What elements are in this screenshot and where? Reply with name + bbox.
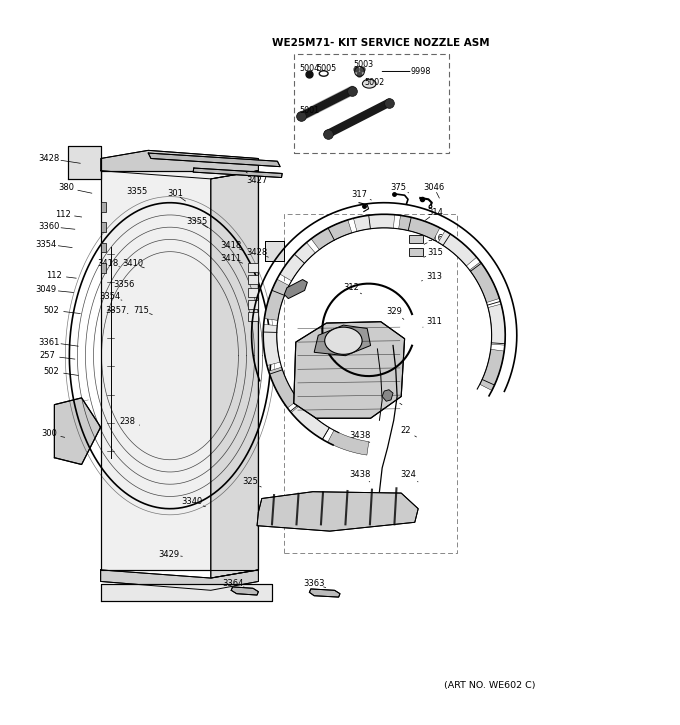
Text: 715: 715 [133, 306, 149, 315]
Polygon shape [231, 587, 258, 595]
Text: 3049: 3049 [35, 285, 57, 294]
Bar [248, 276, 258, 284]
Text: 326: 326 [384, 394, 400, 402]
Text: 238: 238 [120, 417, 136, 426]
Text: 3363: 3363 [303, 579, 325, 588]
Text: 5005: 5005 [316, 64, 337, 72]
Text: 3418: 3418 [220, 241, 242, 250]
Polygon shape [309, 589, 340, 597]
Polygon shape [101, 150, 258, 179]
Bar [248, 288, 258, 297]
Text: 3354: 3354 [35, 240, 57, 249]
Polygon shape [54, 398, 101, 465]
Polygon shape [294, 322, 405, 418]
Text: 3418: 3418 [97, 260, 118, 268]
Polygon shape [101, 584, 272, 600]
Text: 375: 375 [390, 183, 406, 191]
Polygon shape [280, 242, 316, 281]
Bar [409, 235, 423, 243]
Text: 312: 312 [343, 283, 359, 292]
Text: 112: 112 [46, 271, 63, 280]
Text: 5002: 5002 [364, 78, 384, 87]
Text: 315: 315 [427, 248, 443, 257]
Polygon shape [211, 171, 258, 578]
Polygon shape [354, 215, 394, 231]
Polygon shape [68, 146, 101, 179]
Polygon shape [148, 153, 280, 167]
Text: 257: 257 [39, 351, 56, 360]
Polygon shape [398, 215, 440, 240]
Text: 3438: 3438 [349, 431, 371, 440]
Text: 3438: 3438 [349, 471, 371, 479]
Polygon shape [480, 349, 504, 391]
Text: 3364: 3364 [222, 579, 243, 588]
Text: 317: 317 [351, 190, 367, 199]
Text: 310: 310 [318, 349, 334, 358]
Bar [294, 54, 449, 153]
Text: 22: 22 [401, 426, 411, 435]
Text: 311: 311 [426, 318, 442, 326]
Text: 3046: 3046 [423, 183, 445, 191]
Text: 325: 325 [242, 477, 258, 486]
Text: 3428: 3428 [246, 248, 268, 257]
Polygon shape [101, 171, 258, 570]
Polygon shape [311, 220, 352, 249]
Text: 314: 314 [427, 208, 443, 218]
Polygon shape [193, 168, 282, 178]
Polygon shape [382, 390, 393, 401]
Text: (ART NO. WE602 C): (ART NO. WE602 C) [444, 681, 535, 690]
Polygon shape [101, 570, 258, 590]
Text: 3340: 3340 [181, 497, 203, 506]
Polygon shape [263, 324, 280, 365]
Polygon shape [438, 231, 477, 266]
Text: 502: 502 [44, 306, 60, 315]
Text: 3356: 3356 [113, 281, 135, 289]
Text: 329: 329 [386, 307, 403, 316]
Text: 324: 324 [400, 471, 416, 479]
Polygon shape [265, 241, 284, 260]
Text: 5004: 5004 [299, 64, 320, 72]
Polygon shape [265, 279, 289, 320]
Text: 3410: 3410 [122, 260, 143, 268]
Bar [101, 243, 106, 252]
Bar [248, 263, 258, 272]
Text: 9998: 9998 [410, 67, 430, 76]
Text: WE25M71- KIT SERVICE NOZZLE ASM: WE25M71- KIT SERVICE NOZZLE ASM [272, 38, 490, 48]
Text: 316: 316 [427, 234, 443, 244]
Polygon shape [284, 280, 307, 299]
Text: 380: 380 [58, 183, 74, 192]
Bar [101, 263, 106, 273]
Ellipse shape [362, 79, 376, 88]
Bar [248, 312, 258, 321]
Polygon shape [328, 430, 369, 455]
Polygon shape [257, 492, 418, 531]
Text: 3355: 3355 [186, 217, 208, 225]
Bar [248, 300, 258, 309]
Text: 313: 313 [426, 272, 442, 281]
Polygon shape [488, 304, 505, 345]
Text: 3361: 3361 [38, 338, 60, 347]
Text: 3428: 3428 [38, 154, 60, 163]
Ellipse shape [325, 327, 362, 355]
Text: 3411: 3411 [220, 254, 242, 263]
Polygon shape [269, 367, 299, 408]
Text: 3429: 3429 [158, 550, 180, 559]
Bar [101, 202, 106, 212]
Text: 5003: 5003 [354, 60, 374, 69]
Bar [101, 223, 106, 232]
Text: 3355: 3355 [126, 186, 148, 196]
Polygon shape [314, 325, 371, 356]
Text: 3354: 3354 [99, 292, 121, 301]
Polygon shape [291, 404, 329, 439]
Polygon shape [470, 262, 500, 302]
Text: 300: 300 [41, 429, 57, 439]
Text: 3360: 3360 [38, 222, 60, 231]
Text: 5001: 5001 [299, 107, 320, 115]
Text: 301: 301 [167, 189, 184, 199]
Text: 3427: 3427 [246, 175, 268, 185]
Text: 112: 112 [54, 210, 71, 219]
Text: 502: 502 [44, 367, 60, 376]
Bar [409, 248, 423, 257]
Text: 3357: 3357 [105, 306, 126, 315]
